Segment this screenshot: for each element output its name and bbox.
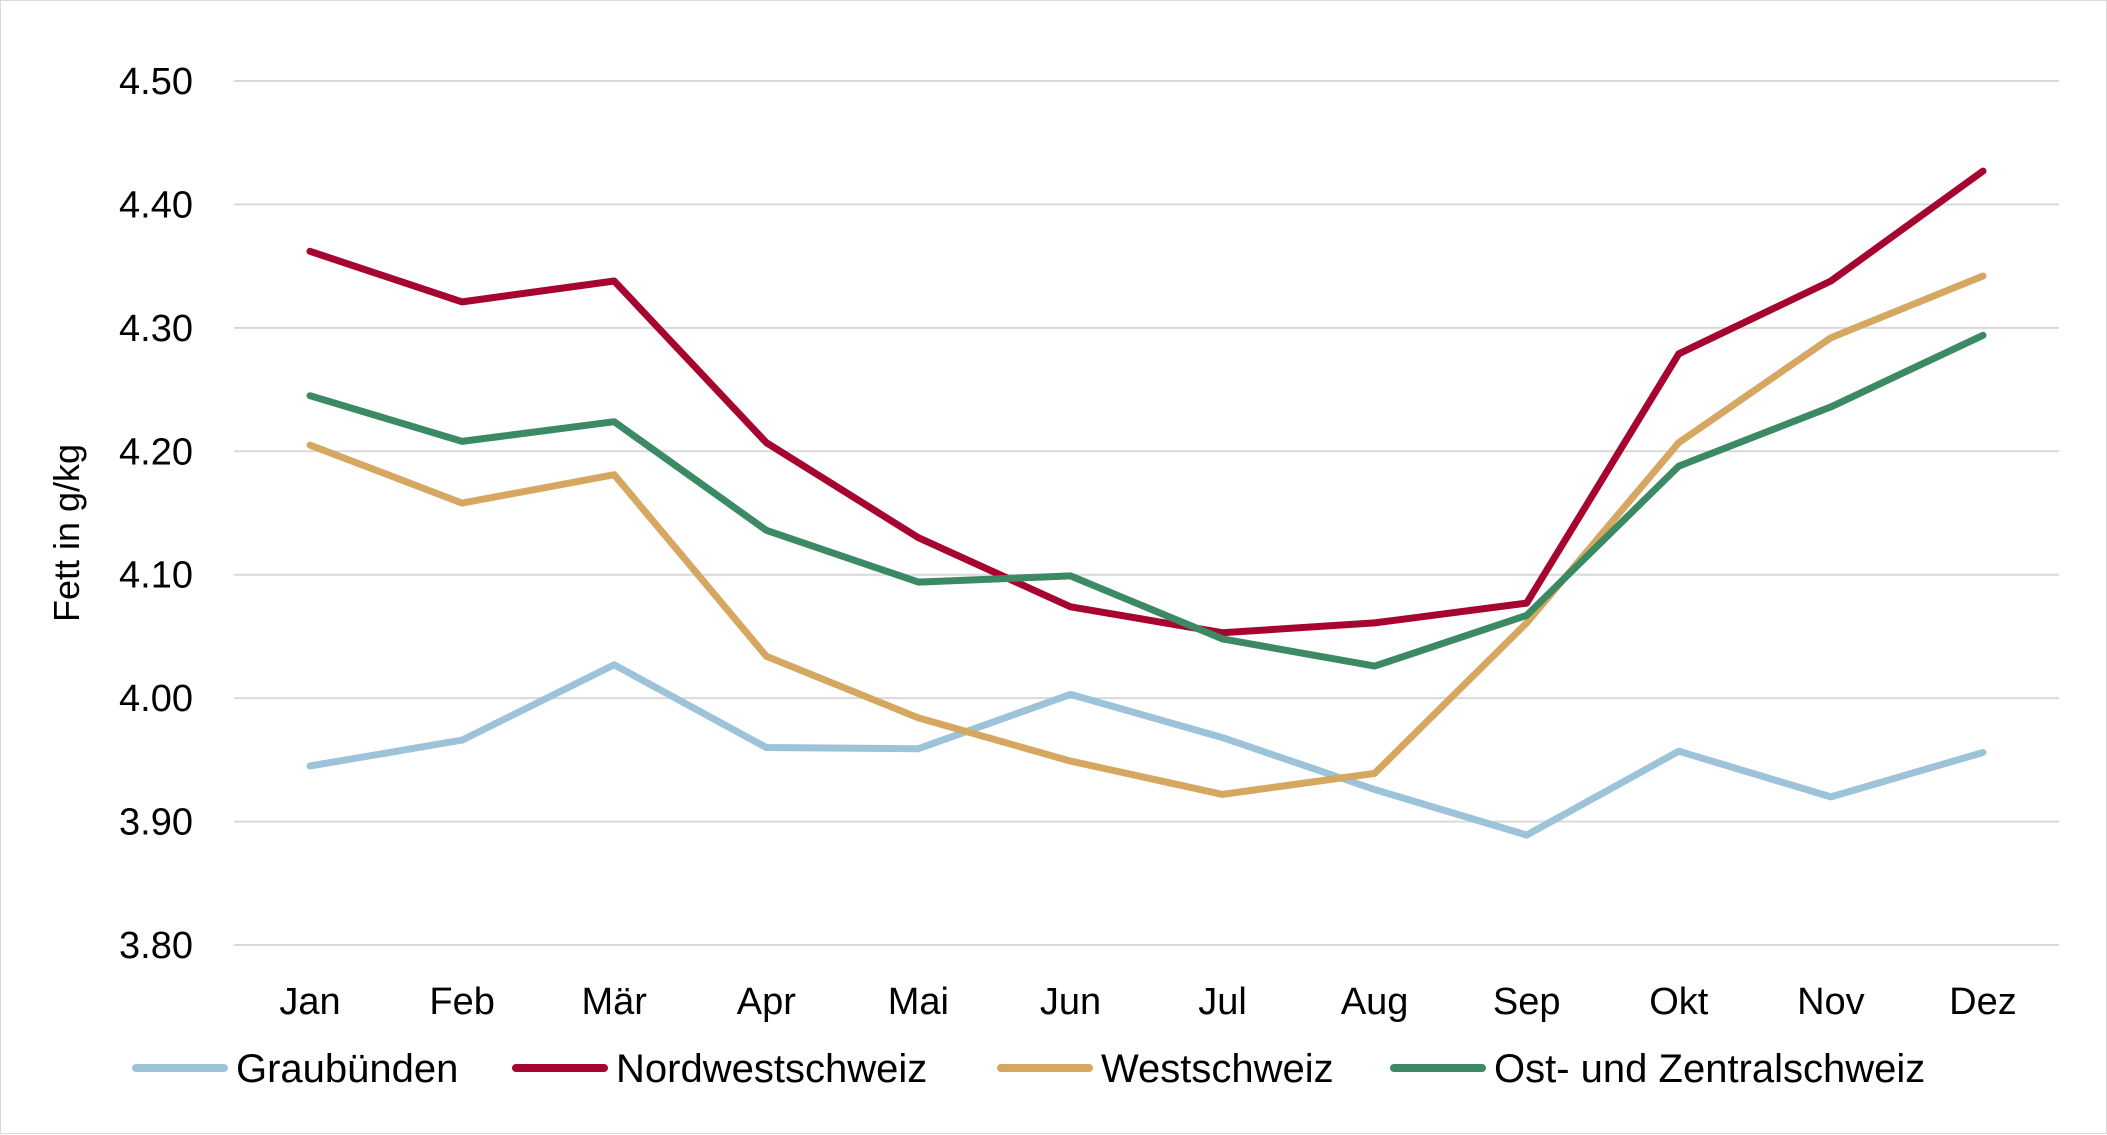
x-tick-label: Feb — [429, 981, 494, 1023]
x-tick-label: Nov — [1797, 981, 1865, 1023]
series-line-2 — [306, 272, 1987, 798]
legend-label-2: Westschweiz — [1101, 1047, 1334, 1091]
x-tick-label: Jun — [1040, 981, 1101, 1023]
y-tick-label: 4.10 — [119, 555, 193, 597]
x-tick-label: Apr — [737, 981, 796, 1023]
x-tick-label: Mai — [888, 981, 949, 1023]
series-line-3 — [306, 331, 1987, 670]
y-tick-label: 4.40 — [119, 184, 193, 226]
x-tick-label: Aug — [1341, 981, 1409, 1023]
y-tick-label: 3.90 — [119, 802, 193, 844]
x-tick-label: Mär — [581, 981, 647, 1023]
legend: Graubünden Nordwestschweiz Westschweiz Ost-… — [132, 1047, 1925, 1091]
x-tick-label: Okt — [1649, 981, 1709, 1023]
x-tick-label: Jan — [279, 981, 340, 1023]
series-lines — [306, 167, 1987, 839]
y-tick-label: 4.20 — [119, 431, 193, 473]
legend-label-0: Graubünden — [236, 1047, 458, 1091]
series-line-0 — [306, 661, 1987, 839]
x-axis-ticks: Jan Feb Mär Apr Mai Jun Jul Aug Sep Okt Nov Dez — [279, 981, 2016, 1023]
y-tick-label: 3.80 — [119, 925, 193, 967]
x-tick-label: Sep — [1493, 981, 1561, 1023]
y-axis-ticks: 3.80 3.90 4.00 4.10 4.20 4.30 4.40 4.50 — [119, 61, 193, 967]
legend-label-3: Ost- und Zentralschweiz — [1494, 1047, 1925, 1091]
series-line-1 — [306, 167, 1987, 637]
y-tick-label: 4.00 — [119, 678, 193, 720]
gridlines — [234, 80, 2059, 946]
x-tick-label: Jul — [1198, 981, 1247, 1023]
y-tick-label: 4.50 — [119, 61, 193, 103]
legend-label-1: Nordwestschweiz — [616, 1047, 927, 1091]
y-axis-title: Fett in g/kg — [46, 444, 87, 622]
x-tick-label: Dez — [1949, 981, 2017, 1023]
y-tick-label: 4.30 — [119, 308, 193, 350]
